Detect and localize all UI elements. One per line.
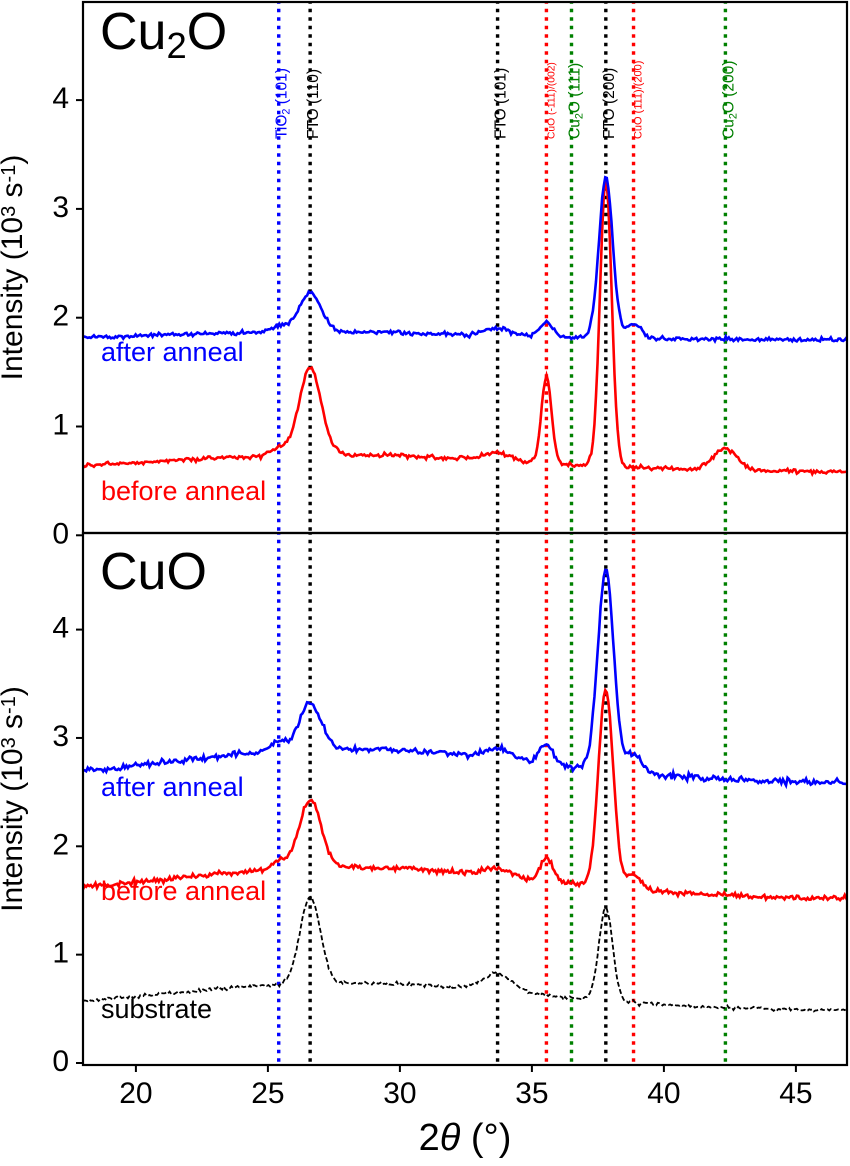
svg-text:Intensity (103 s-1): Intensity (103 s-1) xyxy=(0,155,29,381)
svg-text:1: 1 xyxy=(52,937,69,970)
svg-text:substrate: substrate xyxy=(101,994,212,1024)
svg-text:2: 2 xyxy=(52,300,69,333)
svg-text:FTO (110): FTO (110) xyxy=(305,69,322,139)
svg-text:after anneal: after anneal xyxy=(101,337,244,367)
svg-text:CuO (-111)/(002): CuO (-111)/(002) xyxy=(546,62,557,139)
svg-text:before anneal: before anneal xyxy=(101,476,266,506)
svg-text:CuO: CuO xyxy=(100,543,207,601)
svg-text:FTO (101): FTO (101) xyxy=(493,68,510,139)
svg-text:Cu2O (200): Cu2O (200) xyxy=(720,61,739,139)
svg-text:2θ (°): 2θ (°) xyxy=(419,1117,512,1159)
svg-text:0: 0 xyxy=(52,517,69,550)
svg-text:Intensity (103 s-1): Intensity (103 s-1) xyxy=(0,686,29,912)
svg-text:40: 40 xyxy=(647,1077,680,1110)
svg-text:45: 45 xyxy=(779,1077,812,1110)
svg-text:2: 2 xyxy=(52,828,69,861)
svg-text:25: 25 xyxy=(251,1077,284,1110)
svg-text:4: 4 xyxy=(52,82,69,115)
svg-text:after anneal: after anneal xyxy=(101,772,244,802)
svg-text:Cu2O (111): Cu2O (111) xyxy=(567,63,586,139)
svg-text:before anneal: before anneal xyxy=(101,876,266,906)
svg-text:0: 0 xyxy=(52,1045,69,1078)
svg-text:Cu2O: Cu2O xyxy=(100,3,227,66)
svg-text:4: 4 xyxy=(52,612,69,645)
svg-text:3: 3 xyxy=(52,191,69,224)
svg-text:3: 3 xyxy=(52,720,69,753)
svg-text:20: 20 xyxy=(119,1077,152,1110)
svg-text:35: 35 xyxy=(515,1077,548,1110)
svg-text:TiO2 (101): TiO2 (101) xyxy=(274,68,293,139)
svg-text:30: 30 xyxy=(383,1077,416,1110)
svg-text:CuO (111)/(200): CuO (111)/(200) xyxy=(633,61,645,139)
svg-text:FTO (200): FTO (200) xyxy=(601,68,618,139)
svg-text:1: 1 xyxy=(52,409,69,442)
